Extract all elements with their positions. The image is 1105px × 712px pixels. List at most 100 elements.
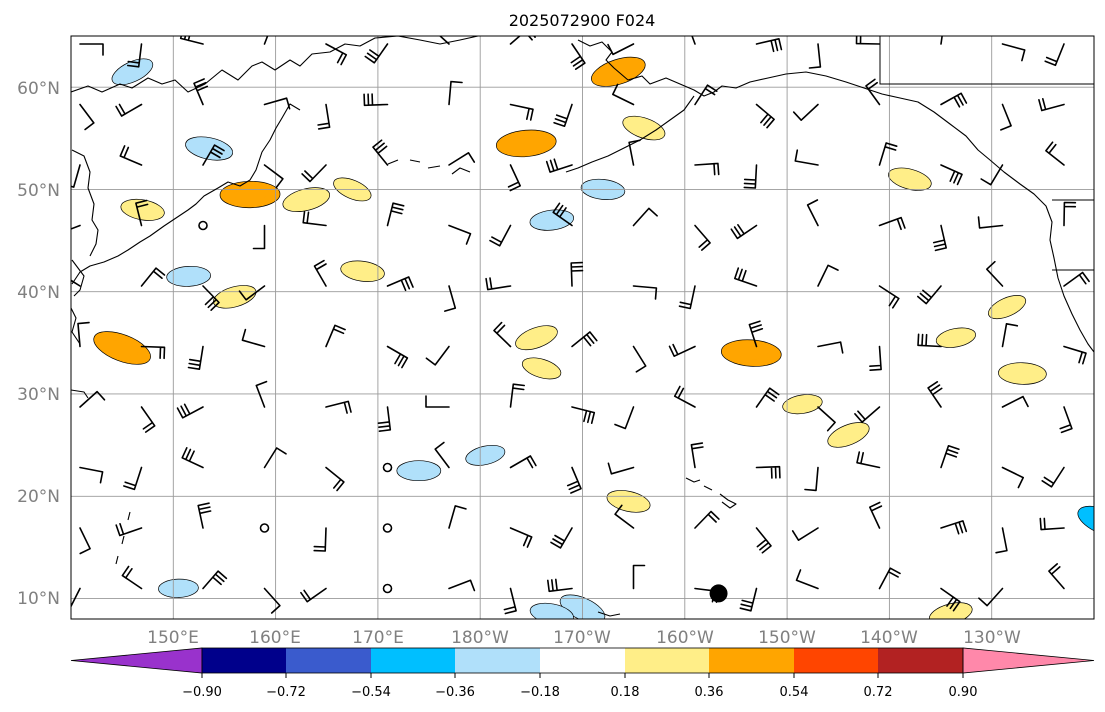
wind-barb	[632, 207, 658, 227]
shaded-region	[465, 444, 506, 466]
wind-barb	[553, 103, 573, 127]
wind-barb	[795, 569, 819, 590]
wind-barb	[694, 84, 718, 106]
colorbar-cell	[540, 648, 625, 673]
lat-label: 50°N	[17, 181, 60, 201]
wind-barb	[755, 103, 775, 129]
wind-barb	[187, 345, 204, 370]
shaded-region	[340, 260, 385, 282]
wind-barb	[855, 36, 881, 45]
wind-barb	[817, 406, 836, 432]
wind-barb	[325, 400, 352, 414]
map-title: 2025072900 F024	[509, 11, 656, 30]
wind-barb	[425, 395, 450, 408]
wind-barb	[632, 285, 658, 300]
shaded-region	[998, 362, 1047, 385]
wind-barb	[263, 97, 291, 110]
wind-barb	[140, 267, 166, 287]
wind-barb	[79, 527, 91, 555]
wind-barb	[734, 267, 758, 287]
colorbar-tick-label: 0.90	[949, 685, 978, 700]
lat-label: 10°N	[17, 589, 60, 609]
wind-barb	[115, 103, 143, 117]
colorbar-outline	[201, 647, 964, 674]
wind-barb	[325, 43, 348, 66]
lon-label: 170°W	[553, 628, 611, 648]
wind-barb	[238, 285, 266, 301]
wind-barb	[854, 406, 881, 423]
wind-barb	[917, 285, 942, 305]
wind-barb	[817, 264, 839, 287]
shaded-field	[93, 56, 1094, 619]
wind-barb	[302, 211, 327, 227]
wind-barb	[614, 406, 635, 430]
lat-label: 20°N	[17, 487, 60, 507]
wind-barb	[1000, 103, 1012, 131]
wind-barb	[878, 216, 906, 231]
calm-wind-marker	[198, 220, 208, 231]
wind-barb	[377, 406, 392, 432]
shaded-region	[1077, 505, 1094, 538]
wind-barb	[869, 345, 882, 371]
wind-barb	[673, 385, 696, 408]
wind-barb	[694, 224, 711, 251]
wind-barb	[566, 466, 582, 494]
wind-barb	[263, 587, 281, 614]
colorbar-tick-label: −0.36	[435, 685, 475, 700]
wind-barb	[119, 145, 143, 166]
wind-barb	[794, 149, 819, 166]
wind-barb	[878, 142, 898, 166]
wind-barb	[140, 406, 156, 433]
wind-barb	[571, 406, 596, 424]
colorbar-tick-label: 0.36	[695, 685, 724, 700]
shaded-region	[529, 602, 574, 619]
wind-barb	[263, 36, 269, 45]
wind-barb	[878, 567, 901, 590]
colorbar-tick-label: 0.18	[611, 685, 640, 700]
shaded-region	[158, 578, 199, 598]
wind-barb	[607, 43, 635, 56]
wind-barb	[241, 328, 266, 348]
wind-barb	[364, 43, 389, 64]
wind-barb	[448, 224, 472, 245]
lon-label: 140°W	[860, 628, 918, 648]
lat-label: 30°N	[17, 385, 60, 405]
colorbar-tick-label: 0.72	[864, 685, 893, 700]
wind-barb	[301, 164, 327, 183]
wind-barb	[263, 447, 287, 469]
wind-barb	[325, 466, 345, 492]
wind-barb	[317, 103, 331, 130]
wind-barb	[552, 202, 573, 227]
wind-barb	[607, 462, 635, 475]
wind-barb	[77, 321, 90, 348]
colorbar-cell	[371, 648, 455, 673]
shaded-region	[888, 167, 932, 191]
wind-barb	[694, 510, 720, 529]
wind-barb	[325, 324, 346, 348]
wind-barb	[140, 345, 166, 360]
lon-label: 160°E	[249, 628, 301, 648]
shaded-region	[827, 422, 870, 448]
wind-barb	[628, 139, 641, 166]
wind-barb	[570, 43, 586, 70]
wind-barb	[978, 587, 1004, 607]
wind-barb	[977, 216, 1004, 229]
wind-barb	[1048, 563, 1065, 590]
wind-barb	[1063, 271, 1090, 287]
wind-barb	[386, 345, 409, 369]
wind-barb	[313, 527, 327, 552]
wind-barb	[678, 285, 696, 310]
wind-barb	[1001, 323, 1019, 348]
wind-barb	[79, 43, 104, 56]
wind-barb	[255, 380, 268, 408]
wind-barb	[940, 445, 960, 469]
wind-barb	[1063, 345, 1087, 365]
shaded-region	[529, 209, 575, 231]
wind-barb	[691, 36, 696, 45]
wind-barb	[386, 276, 414, 292]
colorbar-tick-label: −0.72	[266, 685, 306, 700]
station-marker[interactable]	[709, 584, 728, 603]
shaded-region-core	[509, 137, 543, 150]
lat-label: 60°N	[17, 79, 60, 99]
wind-barb	[197, 502, 212, 529]
